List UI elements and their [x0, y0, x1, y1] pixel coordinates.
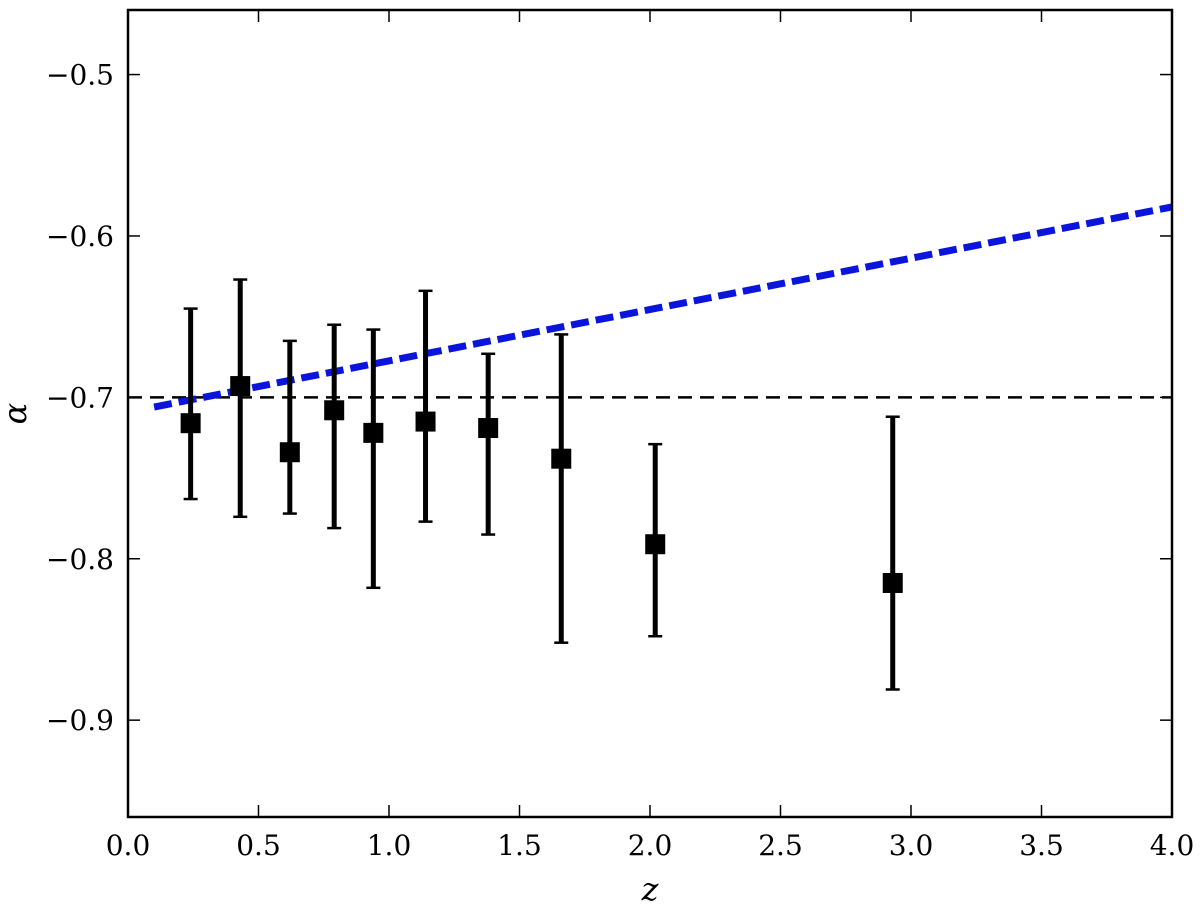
- data-marker: [882, 572, 903, 593]
- x-tick-label: 3.0: [889, 829, 934, 862]
- y-axis-label: α: [0, 403, 34, 425]
- y-tick-label: −0.7: [46, 381, 114, 414]
- model-line: [153, 203, 1173, 411]
- data-marker: [180, 413, 201, 434]
- x-tick-label: 0.5: [236, 829, 281, 862]
- data-marker: [478, 418, 499, 439]
- data-marker: [551, 448, 572, 469]
- data-point-3: [279, 339, 300, 515]
- data-point-9: [645, 442, 666, 638]
- data-point-4: [324, 323, 345, 530]
- plot-area: [128, 203, 1173, 691]
- x-tick-label: 3.5: [1019, 829, 1064, 862]
- data-marker: [324, 400, 345, 421]
- data-point-8: [551, 333, 572, 644]
- data-point-7: [478, 352, 499, 536]
- y-tick-label: −0.5: [46, 59, 114, 92]
- x-tick-label: 4.0: [1150, 829, 1195, 862]
- axis-ticks: 0.0 0.5 1.0 1.5 2.0 2.5 3.0 3.5 4.0 −0.5 −0.6 −0.7 −…: [46, 10, 1194, 862]
- x-tick-label: 2.5: [758, 829, 803, 862]
- data-marker: [363, 422, 384, 443]
- data-marker: [415, 411, 436, 432]
- x-tick-label: 1.5: [497, 829, 542, 862]
- y-tick-label: −0.9: [46, 704, 114, 737]
- data-point-5: [363, 328, 384, 590]
- x-tick-label: 1.0: [367, 829, 412, 862]
- data-marker: [230, 376, 251, 397]
- data-marker: [645, 534, 666, 555]
- y-tick-label: −0.6: [46, 220, 114, 253]
- x-tick-label: 2.0: [628, 829, 673, 862]
- y-tick-label: −0.8: [46, 543, 114, 576]
- data-point-1: [180, 307, 201, 501]
- data-point-2: [230, 278, 251, 519]
- data-point-10: [882, 415, 903, 691]
- plot-frame: [126, 8, 1174, 819]
- x-tick-label: 0.0: [106, 829, 151, 862]
- data-point-6: [415, 289, 436, 523]
- data-marker: [279, 442, 300, 463]
- x-axis-label: z: [641, 870, 660, 908]
